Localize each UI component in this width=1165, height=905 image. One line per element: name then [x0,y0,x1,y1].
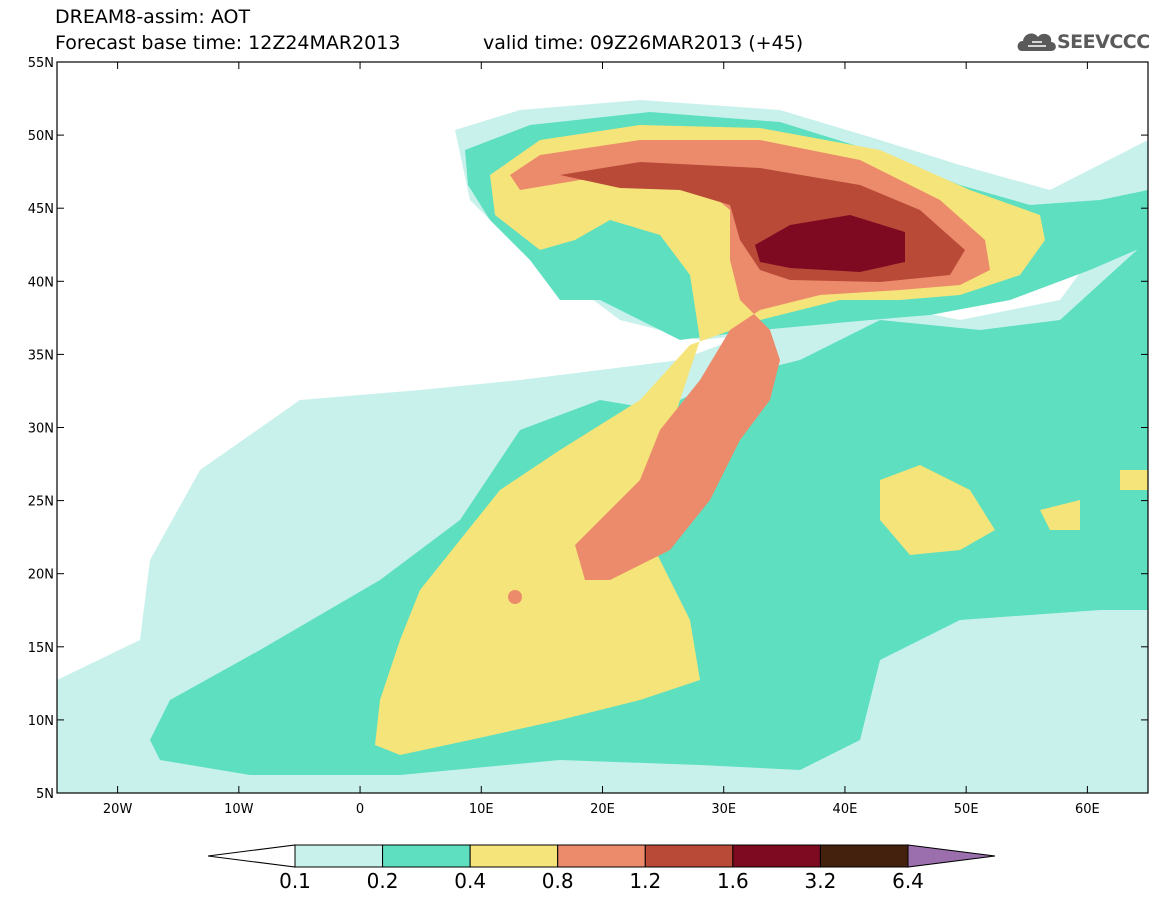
lat-tick-label: 10N [28,714,54,729]
lat-tick-label: 30N [28,422,54,437]
cloud-icon [1017,33,1056,51]
aot-contours [57,62,1148,793]
lon-tick-label: 10W [224,802,254,817]
lat-tick-label: 40N [28,275,54,290]
colorbar-level-label: 0.2 [367,869,399,893]
latitude-ticks: 55N 50N 45N 40N 35N 30N 25N 20N 15N 10N 5N [28,56,1148,802]
lon-tick-label: 40E [833,802,858,817]
forecast-base-time: Forecast base time: 12Z24MAR2013 [55,32,401,54]
lon-tick-label: 20E [590,802,615,817]
lon-tick-label: 20W [103,802,133,817]
colorbar-segment [294,844,384,868]
colorbar: 0.1 0.2 0.4 0.8 1.2 1.6 3.2 6.4 [207,844,996,893]
colorbar-level-label: 3.2 [805,869,837,893]
colorbar-segment [819,844,909,868]
colorbar-level-label: 6.4 [892,869,924,893]
colorbar-under-triangle [207,844,296,868]
colorbar-segment [732,844,821,868]
colorbar-over-triangle [907,844,996,868]
colorbar-level-label: 1.2 [629,869,661,893]
logo-text: SEEVCCC [1057,31,1150,53]
colorbar-segment [644,844,734,868]
lat-tick-label: 45N [28,202,54,217]
lon-tick-label: 0 [356,802,364,817]
map-title: DREAM8-assim: AOT [55,6,251,28]
lat-tick-label: 15N [28,641,54,656]
lon-tick-label: 30E [711,802,736,817]
colorbar-segment [469,844,559,868]
lat-tick-label: 20N [28,568,54,583]
lat-tick-label: 50N [28,129,54,144]
lat-tick-label: 35N [28,348,54,363]
lat-tick-label: 5N [36,787,54,802]
colorbar-level-label: 0.8 [542,869,574,893]
lat-tick-label: 55N [28,56,54,71]
lat-tick-label: 25N [28,495,54,510]
colorbar-segment [382,844,471,868]
colorbar-level-label: 0.1 [279,869,311,893]
colorbar-level-label: 0.4 [454,869,486,893]
lon-tick-label: 10E [469,802,494,817]
longitude-ticks: 20W 10W 0 10E 20E 30E 40E 50E 60E [103,62,1100,817]
colorbar-segment [557,844,646,868]
valid-time: valid time: 09Z26MAR2013 (+45) [483,32,804,54]
lon-tick-label: 50E [954,802,979,817]
lon-tick-label: 60E [1075,802,1100,817]
colorbar-level-label: 1.6 [717,869,749,893]
